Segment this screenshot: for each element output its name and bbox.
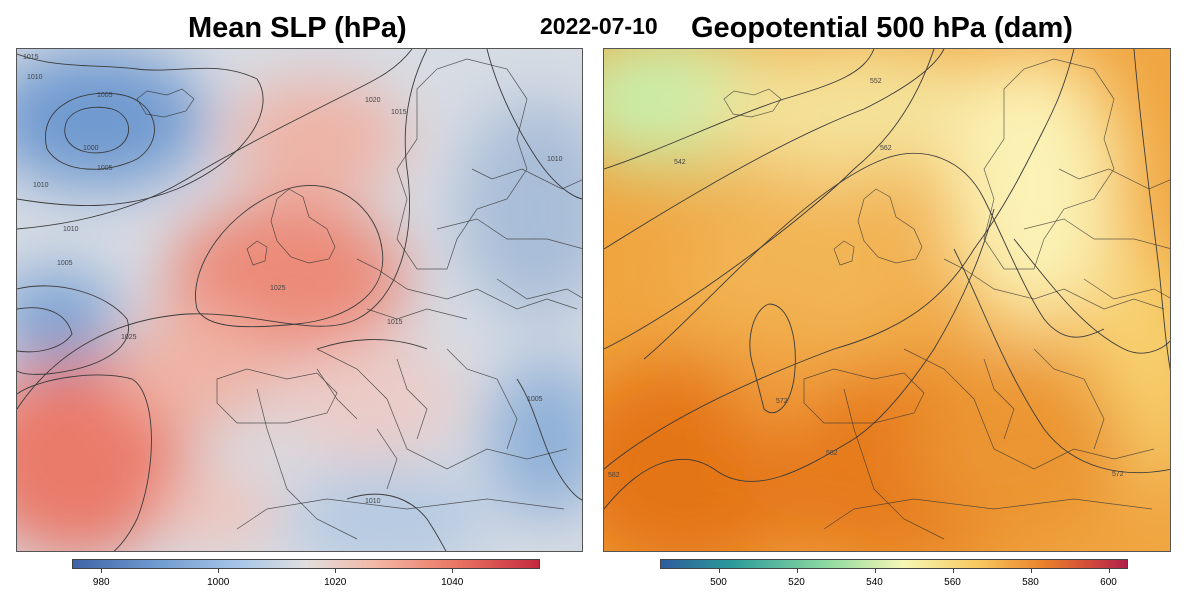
- slp-map-canvas: 1015 1010 1005 1000 1005 1010 1020 1015 …: [17, 49, 582, 551]
- svg-text:1010: 1010: [63, 226, 79, 233]
- svg-text:1005: 1005: [97, 92, 113, 99]
- svg-text:1015: 1015: [23, 54, 39, 61]
- svg-text:1010: 1010: [33, 182, 49, 189]
- slp-map: 1015 1010 1005 1000 1005 1010 1020 1015 …: [16, 48, 583, 552]
- geopotential-colorbar-tick-label: 520: [788, 577, 805, 588]
- geopotential-color-field: [604, 49, 1170, 551]
- date-label: 2022-07-10: [540, 13, 658, 39]
- geopotential-colorbar-tick-label: 500: [710, 577, 727, 588]
- slp-coastlines: [136, 58, 582, 540]
- slp-colorbar-tick-mark: [452, 569, 454, 573]
- svg-text:572: 572: [1112, 471, 1124, 478]
- slp-colorbar-tick-label: 980: [92, 577, 110, 588]
- svg-text:1010: 1010: [547, 156, 563, 163]
- geopotential-contours: [604, 49, 1170, 510]
- geopotential-colorbar-tick-mark: [952, 569, 954, 573]
- slp-colorbar-tick-mark: [218, 569, 220, 573]
- geopotential-contour-labels: 542 552 562 572 582 582 572: [608, 78, 1124, 479]
- slp-colorbar-tick-mark: [101, 569, 103, 573]
- geopotential-colorbar-tick-mark: [1108, 569, 1110, 573]
- slp-colorbar-tick-label: 1020: [324, 577, 347, 588]
- geopotential-colorbar: [660, 559, 1128, 569]
- geopotential-colorbar-tick-label: 560: [944, 577, 961, 588]
- slp-colorbar: [72, 559, 540, 569]
- svg-text:1005: 1005: [527, 396, 543, 403]
- svg-text:562: 562: [880, 145, 892, 152]
- slp-isobars: [17, 49, 582, 551]
- slp-colorbar-tick-label: 1000: [207, 577, 230, 588]
- geopotential-colorbar-tick-mark: [874, 569, 876, 573]
- geopotential-coastlines: [723, 58, 1170, 540]
- svg-text:582: 582: [608, 472, 620, 479]
- slp-contour-labels: 1015 1010 1005 1000 1005 1010 1020 1015 …: [23, 54, 563, 505]
- geopotential-colorbar-tick-label: 580: [1022, 577, 1039, 588]
- geopotential-colorbar-tick-mark: [1030, 569, 1032, 573]
- right-map-title: Geopotential 500 hPa (dam): [691, 12, 1073, 44]
- svg-text:1005: 1005: [57, 260, 73, 267]
- svg-text:1015: 1015: [387, 319, 403, 326]
- svg-text:1000: 1000: [83, 145, 99, 152]
- svg-text:1010: 1010: [27, 74, 43, 81]
- svg-text:1010: 1010: [365, 498, 381, 505]
- svg-text:1025: 1025: [270, 285, 286, 292]
- geopotential-colorbar-tick-label: 600: [1100, 577, 1117, 588]
- svg-text:552: 552: [870, 78, 882, 85]
- svg-text:572: 572: [776, 398, 788, 405]
- svg-text:1005: 1005: [97, 165, 113, 172]
- slp-color-field: [17, 49, 582, 551]
- geopotential-map: 542 552 562 572 582 582 572: [603, 48, 1171, 552]
- geopotential-map-canvas: 542 552 562 572 582 582 572: [604, 49, 1170, 551]
- geopotential-colorbar-tick-label: 540: [866, 577, 883, 588]
- left-map-title: Mean SLP (hPa): [188, 12, 407, 44]
- svg-text:542: 542: [674, 159, 686, 166]
- svg-text:1015: 1015: [391, 109, 407, 116]
- svg-text:1025: 1025: [121, 334, 137, 341]
- svg-text:1020: 1020: [365, 97, 381, 104]
- slp-colorbar-tick-mark: [335, 569, 337, 573]
- geopotential-colorbar-tick-mark: [796, 569, 798, 573]
- svg-text:582: 582: [826, 450, 838, 457]
- slp-colorbar-tick-label: 1040: [441, 577, 464, 588]
- geopotential-colorbar-tick-mark: [718, 569, 720, 573]
